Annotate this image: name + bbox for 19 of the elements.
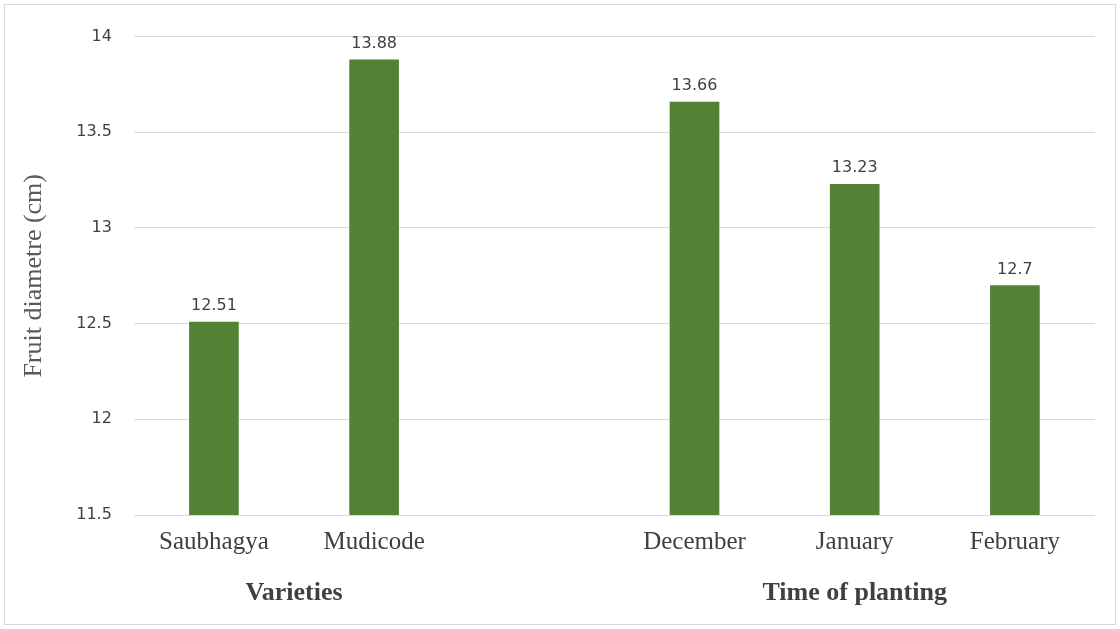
text: Time of planting [762,576,947,606]
y-axis-title: Fruit diametre (cm) [18,174,48,378]
data-label: 13.23 [831,157,878,177]
text: Varieties [245,576,343,606]
y-tick-label: 12.5 [76,312,112,332]
y-tick-label: 11.5 [76,504,112,524]
y-tick-label: 14 [91,25,112,45]
x-tick-label: December [643,526,747,554]
data-label: 13.66 [671,74,718,94]
x-tick-label: February [969,526,1061,554]
data-label: 13.88 [351,32,398,52]
y-tick-label: 12 [91,408,112,428]
data-label: 12.7 [997,258,1033,278]
y-tick-label: 13 [91,217,112,237]
x-tick-label: Mudicode [323,526,425,554]
x-tick-label: January [815,526,895,554]
x-tick-label: Saubhagya [159,526,269,554]
data-label: 12.51 [191,294,237,314]
y-tick-label: 13.5 [76,121,112,141]
